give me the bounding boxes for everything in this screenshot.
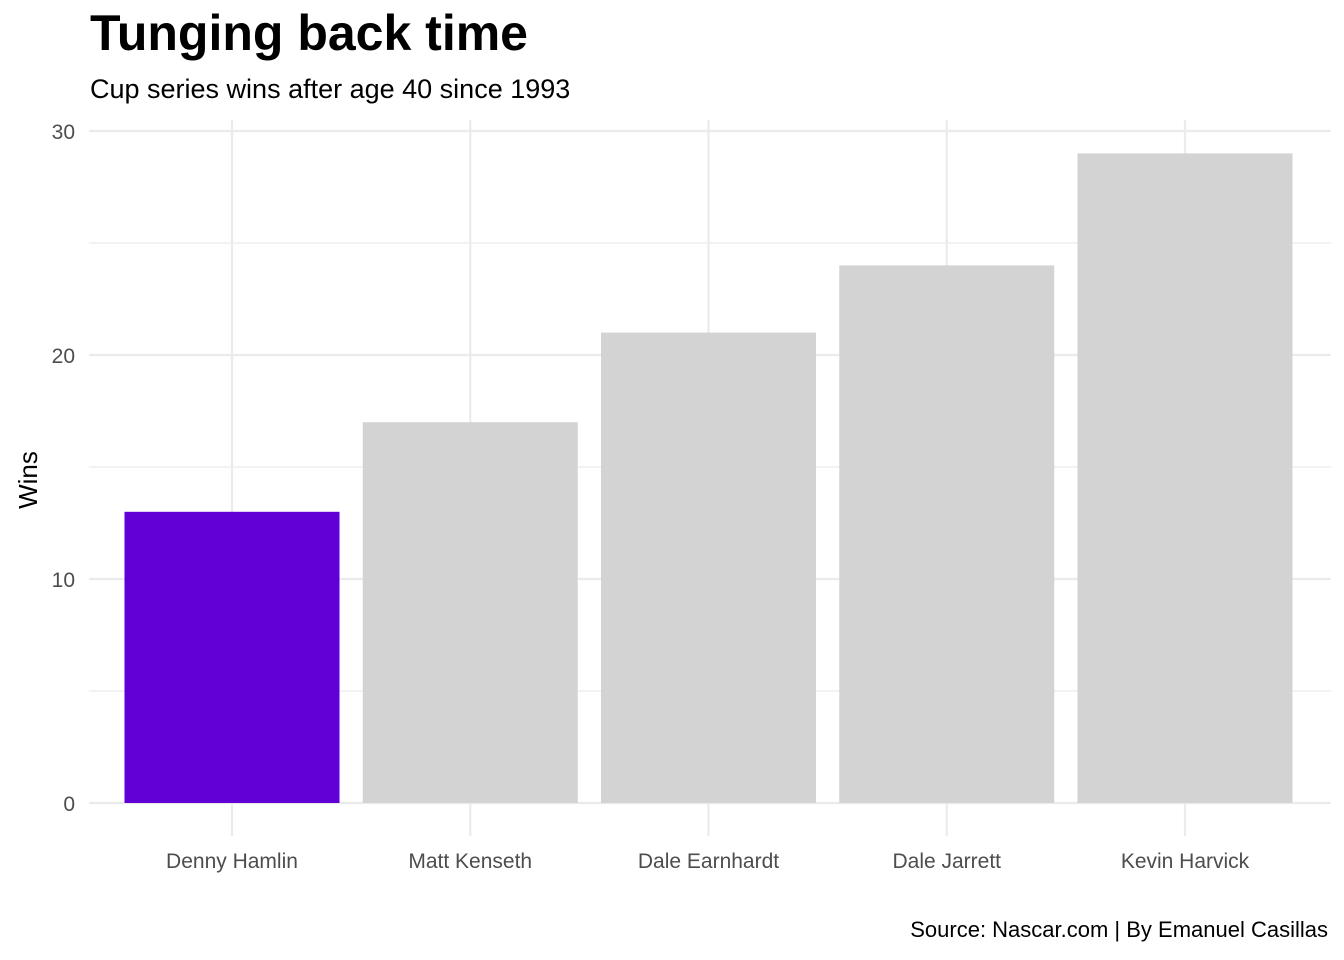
bar-dale-earnhardt: [601, 332, 816, 803]
x-axis-ticks: Denny Hamlin Matt Kenseth Dale Earnhardt Da…: [166, 850, 1250, 873]
x-tick-label: Dale Earnhardt: [638, 850, 779, 873]
bar-dale-jarrett: [839, 265, 1055, 803]
bar-kevin-harvick: [1077, 153, 1293, 803]
chart-title: Tunging back time: [90, 5, 528, 61]
x-tick-label: Matt Kenseth: [408, 850, 532, 873]
bar-denny-hamlin: [124, 511, 340, 803]
y-tick-label: 20: [52, 345, 75, 368]
x-tick-label: Kevin Harvick: [1121, 850, 1250, 873]
y-tick-label: 30: [52, 121, 75, 144]
y-axis-title: Wins: [13, 451, 43, 509]
y-axis-ticks: 0 10 20 30: [52, 121, 75, 816]
x-tick-label: Denny Hamlin: [166, 850, 298, 873]
y-tick-label: 10: [52, 569, 75, 592]
y-tick-label: 0: [63, 793, 75, 816]
bars: [124, 153, 1293, 803]
bar-matt-kenseth: [362, 422, 578, 803]
x-tick-label: Dale Jarrett: [892, 850, 1001, 873]
chart-caption: Source: Nascar.com | By Emanuel Casillas: [910, 917, 1328, 942]
chart-subtitle: Cup series wins after age 40 since 1993: [90, 74, 571, 104]
